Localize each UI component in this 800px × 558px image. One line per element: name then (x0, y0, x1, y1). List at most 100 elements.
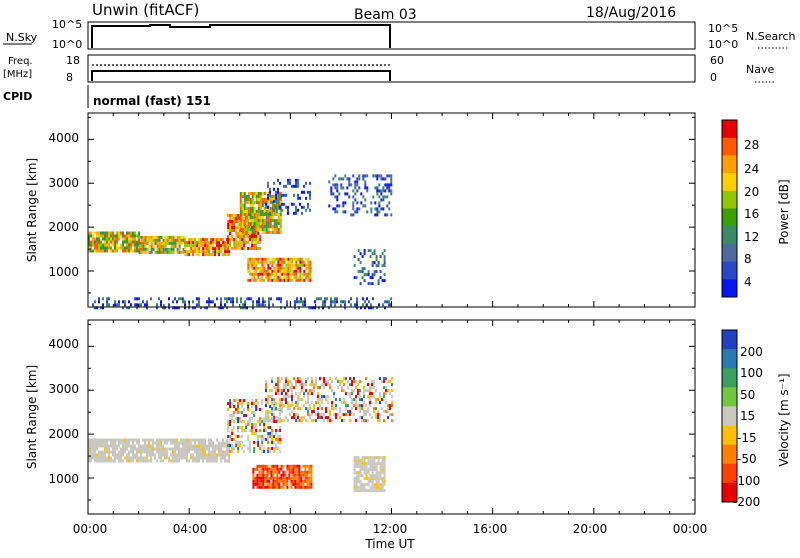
colorbar-swatch (722, 190, 737, 209)
velocity-echo-cell (373, 474, 376, 478)
velocity-echo-cell (359, 398, 361, 402)
power-echo-cell (233, 247, 236, 250)
velocity-echo-cell (275, 405, 278, 408)
power-echo-cell (168, 250, 171, 254)
velocity-echo-cell (379, 465, 382, 469)
velocity-echo-cell (239, 420, 242, 423)
velocity-echo-cell (295, 392, 297, 396)
velocity-echo-cell (264, 485, 267, 489)
velocity-echo-cell (176, 456, 178, 460)
power-echo-cell (316, 297, 318, 301)
velocity-echo-cell (281, 398, 283, 402)
power-echo-cell (275, 205, 277, 209)
power-echo-cell (252, 306, 254, 310)
power-echo-cell (298, 300, 300, 304)
power-echo-cell (208, 300, 210, 304)
velocity-echo-cell (118, 450, 120, 454)
velocity-echo-cell (154, 453, 156, 457)
velocity-echo-cell (363, 489, 366, 493)
velocity-echo-cell (136, 447, 138, 451)
power-echo-cell (243, 228, 246, 231)
velocity-echo-cell (92, 456, 94, 460)
velocity-echo-cell (243, 444, 246, 447)
power-echo-cell (150, 244, 153, 248)
power-echo-cell (150, 250, 153, 254)
velocity-echo-cell (325, 380, 327, 384)
power-echo-cell (160, 300, 162, 304)
velocity-echo-cell (253, 423, 256, 426)
power-echo-cell (251, 192, 254, 195)
power-echo-cell (108, 303, 110, 307)
velocity-echo-cell (310, 479, 313, 483)
power-echo-cell (120, 243, 122, 247)
velocity-echo-cell (136, 453, 138, 457)
power-echo-cell (322, 303, 324, 307)
velocity-echo-cell (373, 465, 376, 469)
velocity-echo-cell (381, 465, 384, 469)
power-echo-cell (229, 217, 232, 220)
velocity-echo-cell (371, 459, 374, 463)
velocity-echo-cell (298, 476, 301, 480)
power-echo-cell (273, 208, 275, 212)
velocity-echo-cell (306, 485, 309, 489)
power-echo-cell (269, 225, 272, 228)
velocity-echo-cell (144, 447, 146, 451)
velocity-echo-cell (321, 416, 323, 420)
velocity-echo-cell (275, 429, 278, 432)
power-echo-cell (158, 235, 161, 239)
power-echo-cell (240, 306, 242, 310)
power-echo-cell (233, 238, 236, 241)
velocity-echo-cell (218, 450, 220, 454)
power-echo-cell (336, 183, 339, 187)
velocity-echo-cell (267, 419, 269, 423)
velocity-echo-cell (229, 402, 232, 405)
power-echo-cell (206, 238, 209, 242)
power-echo-cell (277, 213, 280, 216)
velocity-echo-cell (186, 441, 188, 445)
velocity-echo-cell (311, 380, 313, 384)
velocity-echo-cell (301, 383, 303, 387)
power-echo-cell (102, 234, 104, 238)
power-echo-cell (340, 177, 343, 181)
power-echo-cell (307, 205, 309, 209)
velocity-echo-cell (120, 459, 122, 463)
power-echo-cell (273, 213, 276, 216)
power-echo-cell (138, 244, 141, 248)
power-echo-cell (373, 249, 376, 253)
velocity-echo-cell (296, 476, 299, 480)
power-echo-cell (273, 219, 276, 222)
power-echo-cell (293, 193, 295, 197)
velocity-echo-cell (279, 404, 281, 408)
power-echo-cell (172, 300, 174, 304)
power-echo-cell (334, 207, 337, 211)
power-echo-cell (344, 303, 346, 307)
power-echo-cell (162, 244, 165, 248)
power-echo-cell (363, 267, 366, 271)
velocity-echo-cell (379, 471, 382, 475)
power-echo-cell (158, 244, 161, 248)
power-echo-cell (259, 235, 262, 238)
velocity-echo-cell (369, 477, 372, 481)
velocity-echo-cell (208, 447, 210, 451)
velocity-echo-cell (166, 453, 168, 457)
velocity-echo-cell (285, 380, 287, 384)
power-echo-cell (287, 260, 290, 264)
power-echo-cell (227, 223, 230, 226)
velocity-echo-cell (361, 468, 364, 472)
power-echo-cell (124, 303, 126, 307)
power-echo-cell (305, 196, 307, 200)
power-echo-cell (182, 238, 185, 242)
power-echo-cell (243, 201, 246, 204)
velocity-echo-cell (233, 414, 236, 417)
velocity-echo-cell (287, 407, 289, 411)
power-echo-cell (178, 244, 181, 248)
power-echo-cell (287, 263, 290, 267)
velocity-echo-cell (154, 441, 156, 445)
velocity-echo-cell (269, 395, 271, 399)
power-echo-cell (279, 195, 282, 198)
velocity-echo-cell (104, 456, 106, 460)
velocity-echo-cell (204, 444, 206, 448)
velocity-echo-cell (389, 380, 391, 384)
velocity-echo-cell (268, 479, 271, 483)
velocity-echo-cell (349, 383, 351, 387)
